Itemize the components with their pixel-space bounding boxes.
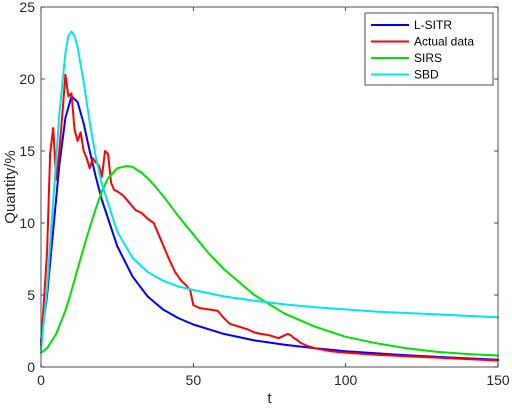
legend-label: SBD (414, 68, 439, 82)
legend: L-SITR Actual data SIRS SBD (364, 12, 494, 86)
x-axis-label: t (267, 390, 272, 407)
x-tick-label: 50 (186, 372, 202, 388)
y-tick-label: 25 (19, 0, 35, 15)
legend-label: L-SITR (414, 18, 452, 32)
series-line-sirs (40, 165, 499, 357)
y-axis-label: Quantity/% (2, 150, 19, 223)
ticks-layer: 0 50 100 150 0 5 10 15 20 25 (19, 0, 509, 388)
series-line-sbd (40, 30, 499, 351)
plot-frame (40, 6, 499, 368)
x-tick-label: 100 (334, 372, 358, 388)
y-tick-label: 10 (19, 215, 35, 231)
x-tick-label: 0 (37, 372, 45, 388)
series-line-actual-data (40, 73, 499, 362)
series-layer (40, 30, 499, 362)
legend-label: SIRS (414, 51, 442, 65)
y-tick-label: 5 (27, 287, 35, 303)
y-tick-label: 20 (19, 71, 35, 87)
y-tick-label: 0 (27, 359, 35, 375)
series-line-l-sitr (40, 95, 499, 361)
legend-label: Actual data (414, 35, 474, 49)
x-tick-label: 150 (486, 372, 510, 388)
y-tick-label: 15 (19, 143, 35, 159)
